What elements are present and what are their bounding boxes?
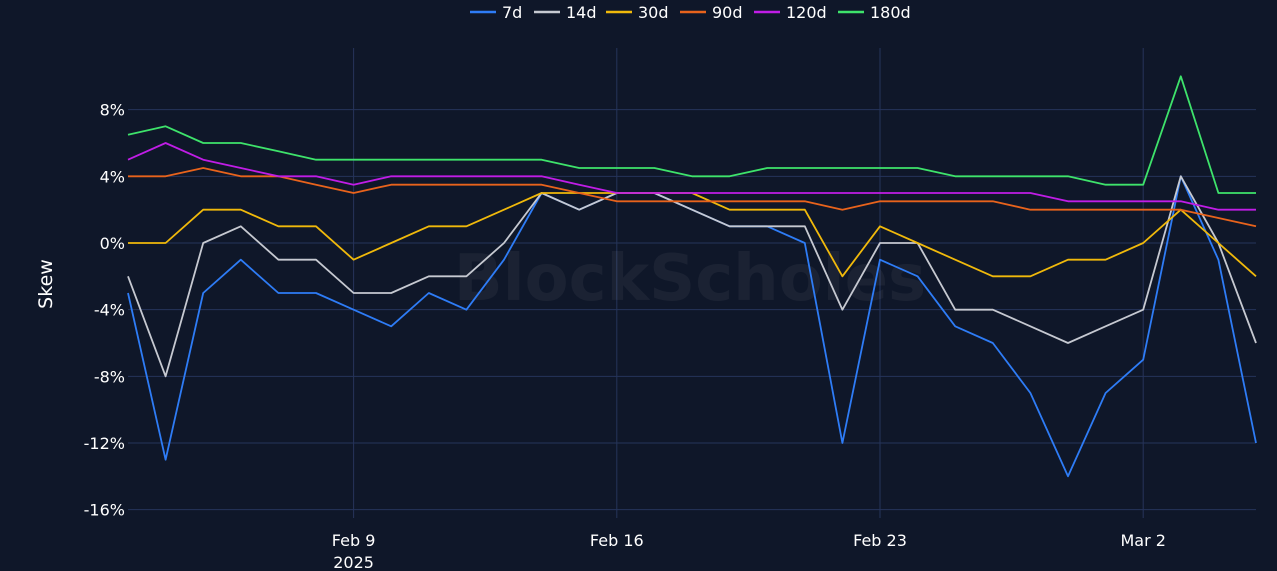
legend-label-7d: 7d xyxy=(502,3,522,22)
legend-label-14d: 14d xyxy=(566,3,597,22)
watermark: BlockScholes xyxy=(454,242,926,316)
y-tick-label: -4% xyxy=(94,301,125,320)
legend-label-120d: 120d xyxy=(786,3,827,22)
y-tick-label: -16% xyxy=(84,501,125,520)
y-tick-label: 4% xyxy=(100,167,125,186)
legend-label-180d: 180d xyxy=(870,3,911,22)
y-tick-label: -8% xyxy=(94,367,125,386)
series-lines xyxy=(127,75,1257,478)
y-axis-title: Skew xyxy=(35,259,57,309)
series-line-120d xyxy=(127,142,1256,211)
x-tick-label: Feb 23 xyxy=(853,531,907,550)
y-tick-label: 0% xyxy=(100,234,125,253)
legend: 7d 14d 30d 90d 120d 180d xyxy=(470,3,911,22)
series-line-90d xyxy=(128,167,1257,228)
y-axis-labels: 8% 4% 0% -4% -8% -12% -16% xyxy=(84,101,125,520)
y-tick-label: -12% xyxy=(84,434,125,453)
series-line-180d xyxy=(127,75,1256,194)
x-tick-label: Feb 9 xyxy=(332,531,376,550)
x-tick-year-label: 2025 xyxy=(333,553,374,571)
legend-label-90d: 90d xyxy=(712,3,743,22)
x-tick-label: Mar 2 xyxy=(1120,531,1165,550)
series-line-7d xyxy=(127,175,1257,478)
y-tick-label: 8% xyxy=(100,101,125,120)
series-line-14d xyxy=(127,175,1257,378)
x-tick-label: Feb 16 xyxy=(590,531,644,550)
legend-label-30d: 30d xyxy=(638,3,669,22)
x-axis-labels: Feb 9 2025 Feb 16 Feb 23 Mar 2 xyxy=(332,531,1166,571)
